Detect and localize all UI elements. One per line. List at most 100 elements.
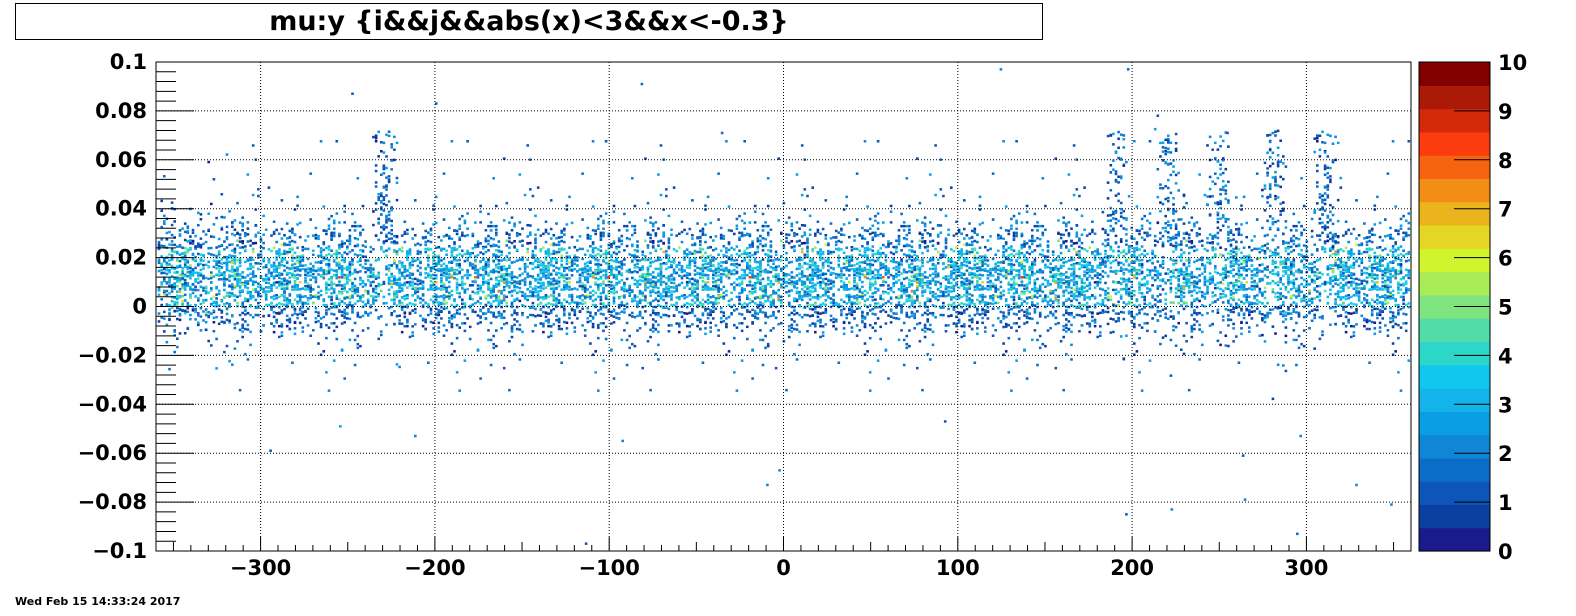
heatmap-cell bbox=[544, 252, 548, 256]
heatmap-cell bbox=[183, 265, 187, 268]
heatmap-cell bbox=[157, 243, 161, 246]
heatmap-cell bbox=[215, 285, 218, 289]
heatmap-cell bbox=[691, 289, 694, 293]
heatmap-cell bbox=[555, 301, 558, 304]
heatmap-cell bbox=[693, 273, 697, 276]
heatmap-cell bbox=[484, 237, 488, 240]
heatmap-cell bbox=[667, 275, 671, 278]
heatmap-cell bbox=[526, 224, 529, 227]
heatmap-cell bbox=[233, 285, 237, 288]
heatmap-cell bbox=[680, 311, 684, 314]
heatmap-cell bbox=[599, 231, 603, 235]
heatmap-cell bbox=[241, 283, 244, 286]
heatmap-cell bbox=[455, 283, 459, 286]
heatmap-cell bbox=[589, 311, 592, 314]
heatmap-cell bbox=[254, 305, 258, 309]
heatmap-cell bbox=[327, 266, 331, 269]
heatmap-cell bbox=[544, 258, 548, 261]
heatmap-cell bbox=[636, 265, 639, 269]
heatmap-cell bbox=[568, 266, 571, 269]
heatmap-cell bbox=[249, 297, 252, 300]
heatmap-cell bbox=[492, 284, 495, 288]
heatmap-cell bbox=[382, 164, 386, 167]
heatmap-cell bbox=[223, 240, 226, 243]
heatmap-cell bbox=[667, 285, 671, 288]
heatmap-cell bbox=[508, 266, 511, 269]
heatmap-cell bbox=[236, 295, 239, 299]
heatmap-cell bbox=[403, 265, 407, 269]
heatmap-cell bbox=[547, 272, 550, 275]
heatmap-cell bbox=[552, 295, 556, 298]
heatmap-cell bbox=[241, 229, 244, 232]
heatmap-cell bbox=[238, 294, 242, 297]
heatmap-cell bbox=[696, 280, 699, 283]
heatmap-cell bbox=[510, 330, 514, 333]
heatmap-cell bbox=[298, 264, 302, 267]
heatmap-cell bbox=[322, 205, 326, 208]
heatmap-cell bbox=[291, 239, 294, 243]
heatmap-cell bbox=[489, 237, 493, 240]
heatmap-cell bbox=[385, 254, 388, 258]
heatmap-cell bbox=[385, 166, 388, 170]
heatmap-cell bbox=[272, 265, 276, 268]
heatmap-cell bbox=[482, 273, 485, 277]
heatmap-cell bbox=[170, 223, 174, 227]
heatmap-cell bbox=[518, 258, 522, 261]
heatmap-cell bbox=[301, 295, 305, 298]
heatmap-cell bbox=[380, 208, 383, 211]
heatmap-cell bbox=[526, 275, 529, 279]
heatmap-cell bbox=[513, 222, 516, 225]
heatmap-cell bbox=[455, 303, 459, 307]
heatmap-cell bbox=[607, 251, 611, 255]
heatmap-cell bbox=[549, 243, 553, 246]
heatmap-cell bbox=[740, 289, 744, 292]
heatmap-cell bbox=[521, 291, 524, 294]
heatmap-cell bbox=[369, 245, 373, 249]
heatmap-cell bbox=[534, 285, 537, 288]
heatmap-cell bbox=[251, 265, 255, 268]
heatmap-cell bbox=[264, 278, 268, 281]
heatmap-cell bbox=[542, 270, 545, 273]
heatmap-cells bbox=[157, 68, 1411, 545]
heatmap-cell bbox=[678, 325, 681, 328]
heatmap-cell bbox=[565, 262, 569, 266]
heatmap-cell bbox=[325, 303, 328, 307]
heatmap-cell bbox=[351, 305, 354, 309]
heatmap-cell bbox=[500, 250, 503, 253]
heatmap-cell bbox=[719, 293, 723, 297]
heatmap-cell bbox=[644, 273, 647, 276]
heatmap-cell bbox=[236, 340, 239, 343]
heatmap-cell bbox=[228, 279, 231, 282]
heatmap-cell bbox=[560, 301, 563, 305]
heatmap-cell bbox=[393, 259, 396, 262]
heatmap-cell bbox=[544, 265, 548, 269]
heatmap-cell bbox=[502, 265, 506, 268]
heatmap-cell bbox=[712, 288, 715, 291]
heatmap-cell bbox=[270, 264, 273, 267]
heatmap-cell bbox=[291, 285, 294, 288]
heatmap-cell bbox=[612, 300, 616, 303]
heatmap-cell bbox=[325, 232, 328, 236]
heatmap-cell bbox=[581, 302, 584, 306]
heatmap-cell bbox=[515, 320, 519, 323]
heatmap-cell bbox=[539, 276, 543, 280]
heatmap-cell bbox=[492, 287, 495, 290]
heatmap-cell bbox=[620, 272, 624, 275]
heatmap-cell bbox=[636, 329, 639, 332]
heatmap-cell bbox=[753, 257, 757, 260]
heatmap-cell bbox=[387, 180, 391, 184]
heatmap-cell bbox=[366, 275, 370, 278]
heatmap-cell bbox=[432, 281, 435, 284]
heatmap-cell bbox=[644, 299, 647, 302]
heatmap-cell bbox=[685, 335, 689, 339]
heatmap-cell bbox=[448, 236, 451, 240]
heatmap-cell bbox=[207, 252, 210, 255]
heatmap-cell bbox=[390, 279, 393, 283]
heatmap-cell bbox=[751, 267, 754, 270]
heatmap-cell bbox=[348, 242, 352, 246]
heatmap-cell bbox=[427, 272, 430, 276]
heatmap-cell bbox=[455, 371, 459, 374]
heatmap-cell bbox=[461, 234, 464, 237]
heatmap-cell bbox=[678, 330, 681, 334]
heatmap-cell bbox=[748, 255, 752, 258]
